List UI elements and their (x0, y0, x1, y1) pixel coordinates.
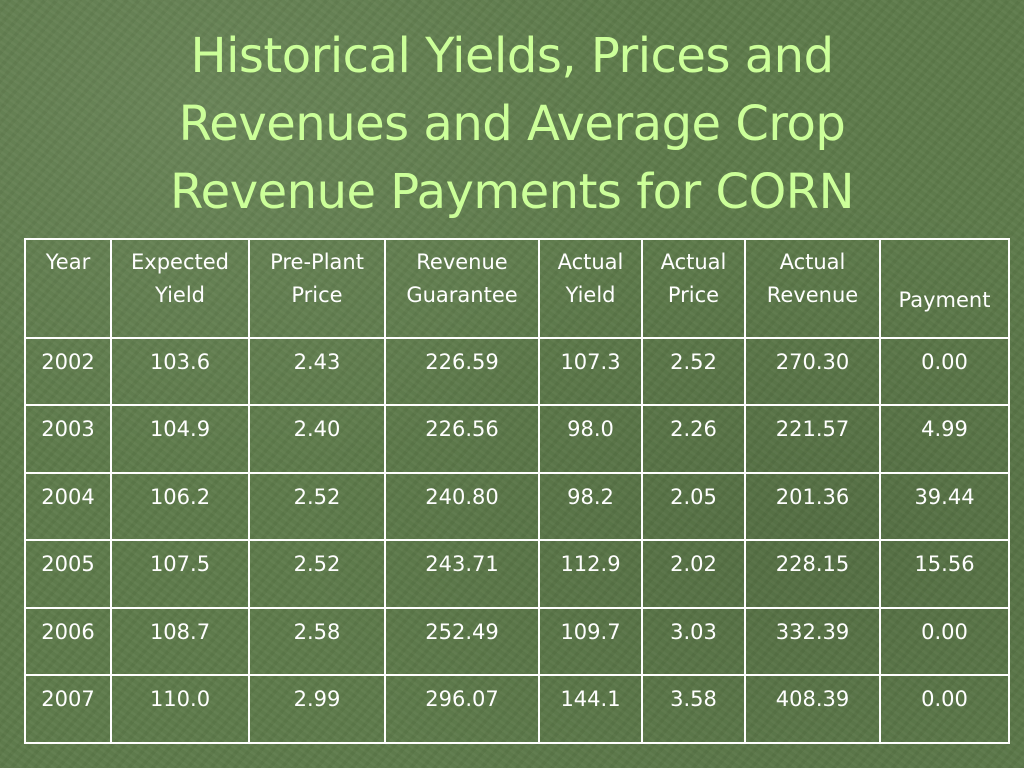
cell-actual-price: 2.02 (641, 539, 746, 609)
table-row: 2007 110.0 2.99 296.07 144.1 3.58 408.39… (24, 674, 1010, 744)
cell-actual-revenue: 201.36 (744, 471, 881, 542)
header-pre-plant-price-line-1: Pre-Plant (270, 250, 364, 274)
cell-expected-yield: 110.0 (110, 674, 250, 744)
cell-year: 2003 (24, 404, 112, 474)
cell-revenue-guarantee: 240.80 (384, 471, 540, 542)
cell-pre-plant-price: 2.52 (248, 539, 386, 609)
cell-actual-price: 3.58 (641, 674, 746, 744)
table-row: 2005 107.5 2.52 243.71 112.9 2.02 228.15… (24, 539, 1010, 609)
cell-actual-yield: 144.1 (538, 674, 643, 744)
cell-year: 2002 (24, 336, 112, 407)
cell-payment: 0.00 (879, 336, 1010, 407)
header-actual-price: Actual Price (641, 238, 746, 339)
table-row: 2004 106.2 2.52 240.80 98.2 2.05 201.36 … (24, 471, 1010, 542)
header-revenue-guarantee: Revenue Guarantee (384, 238, 540, 339)
cell-actual-revenue: 332.39 (744, 606, 881, 677)
cell-expected-yield: 106.2 (110, 471, 250, 542)
cell-revenue-guarantee: 243.71 (384, 539, 540, 609)
header-actual-revenue-line-2: Revenue (766, 283, 859, 307)
cell-year: 2006 (24, 606, 112, 677)
cell-year: 2005 (24, 539, 112, 609)
table-row: 2006 108.7 2.58 252.49 109.7 3.03 332.39… (24, 606, 1010, 677)
header-actual-price-line-2: Price (667, 283, 720, 307)
cell-pre-plant-price: 2.99 (248, 674, 386, 744)
title-line-3: Revenue Payments for CORN (169, 164, 855, 220)
cell-actual-yield: 107.3 (538, 336, 643, 407)
corn-revenue-table: Year Expected Yield Pre-Plant Price Reve… (24, 238, 1010, 744)
header-pre-plant-price-line-2: Price (291, 283, 343, 307)
cell-pre-plant-price: 2.58 (248, 606, 386, 677)
cell-actual-yield: 112.9 (538, 539, 643, 609)
title-line-2: Revenues and Average Crop (178, 96, 846, 152)
cell-year: 2007 (24, 674, 112, 744)
cell-actual-price: 2.52 (641, 336, 746, 407)
cell-actual-price: 2.26 (641, 404, 746, 474)
cell-actual-yield: 98.0 (538, 404, 643, 474)
table-header-row: Year Expected Yield Pre-Plant Price Reve… (24, 238, 1010, 339)
cell-actual-revenue: 408.39 (744, 674, 881, 744)
cell-revenue-guarantee: 296.07 (384, 674, 540, 744)
header-expected-yield-line-1: Expected (131, 250, 229, 274)
cell-actual-price: 3.03 (641, 606, 746, 677)
cell-pre-plant-price: 2.43 (248, 336, 386, 407)
header-year: Year (24, 238, 112, 339)
cell-actual-revenue: 270.30 (744, 336, 881, 407)
header-revenue-guarantee-line-2: Guarantee (406, 283, 518, 307)
cell-pre-plant-price: 2.40 (248, 404, 386, 474)
cell-payment: 0.00 (879, 674, 1010, 744)
table-row: 2002 103.6 2.43 226.59 107.3 2.52 270.30… (24, 336, 1010, 407)
cell-actual-price: 2.05 (641, 471, 746, 542)
cell-expected-yield: 104.9 (110, 404, 250, 474)
cell-payment: 15.56 (879, 539, 1010, 609)
header-payment-label: Payment (898, 287, 991, 312)
cell-payment: 39.44 (879, 471, 1010, 542)
cell-payment: 4.99 (879, 404, 1010, 474)
header-pre-plant-price: Pre-Plant Price (248, 238, 386, 339)
cell-revenue-guarantee: 226.59 (384, 336, 540, 407)
cell-revenue-guarantee: 226.56 (384, 404, 540, 474)
header-expected-yield: Expected Yield (110, 238, 250, 339)
cell-year: 2004 (24, 471, 112, 542)
header-actual-price-line-1: Actual (660, 250, 727, 274)
table-row: 2003 104.9 2.40 226.56 98.0 2.26 221.57 … (24, 404, 1010, 474)
title-line-1: Historical Yields, Prices and (190, 28, 834, 84)
cell-expected-yield: 103.6 (110, 336, 250, 407)
cell-actual-yield: 109.7 (538, 606, 643, 677)
cell-expected-yield: 107.5 (110, 539, 250, 609)
cell-actual-revenue: 221.57 (744, 404, 881, 474)
cell-pre-plant-price: 2.52 (248, 471, 386, 542)
header-actual-yield-line-2: Yield (565, 283, 616, 307)
header-expected-yield-line-2: Yield (155, 283, 205, 307)
cell-payment: 0.00 (879, 606, 1010, 677)
header-actual-yield: Actual Yield (538, 238, 643, 339)
header-payment: Payment (879, 238, 1010, 339)
cell-actual-yield: 98.2 (538, 471, 643, 542)
header-year-label: Year (45, 250, 91, 274)
header-actual-revenue: Actual Revenue (744, 238, 881, 339)
cell-expected-yield: 108.7 (110, 606, 250, 677)
header-actual-yield-line-1: Actual (557, 250, 624, 274)
cell-revenue-guarantee: 252.49 (384, 606, 540, 677)
cell-actual-revenue: 228.15 (744, 539, 881, 609)
slide-title: Historical Yields, Prices and Revenues a… (0, 22, 1024, 226)
header-revenue-guarantee-line-1: Revenue (416, 250, 508, 274)
header-actual-revenue-line-1: Actual (779, 250, 846, 274)
